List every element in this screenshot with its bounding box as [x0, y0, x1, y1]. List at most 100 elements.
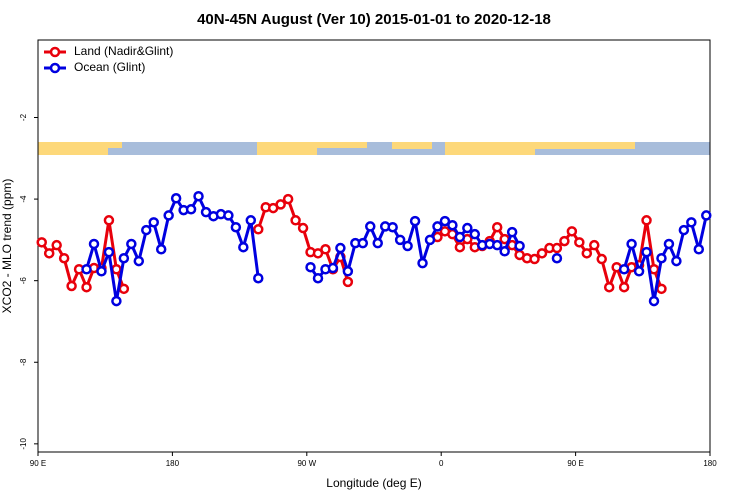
point	[305, 261, 316, 273]
point	[536, 248, 548, 259]
point	[491, 239, 503, 251]
point	[626, 238, 637, 250]
x-tick-label: 180	[166, 459, 180, 468]
point	[402, 240, 413, 252]
point	[81, 281, 92, 293]
land-strip	[108, 142, 122, 148]
point	[81, 264, 92, 275]
point	[701, 210, 712, 221]
point	[223, 210, 234, 221]
point	[603, 281, 615, 293]
y-tick-label: -8	[19, 358, 28, 366]
point	[618, 281, 630, 293]
point	[551, 252, 563, 264]
point	[454, 231, 466, 243]
land-strip	[445, 142, 535, 155]
point	[290, 215, 301, 226]
point	[417, 257, 428, 269]
point	[447, 219, 458, 231]
point	[238, 241, 249, 253]
point	[88, 238, 100, 250]
land-strip	[535, 142, 635, 149]
point	[335, 242, 346, 254]
point	[36, 237, 47, 248]
point	[96, 266, 107, 277]
y-tick-label: -2	[19, 113, 28, 121]
chart-title: 40N-45N August (Ver 10) 2015-01-01 to 20…	[197, 11, 551, 28]
point	[424, 234, 436, 246]
point	[641, 246, 652, 258]
land-strip	[257, 142, 317, 155]
x-tick-label: 90 E	[30, 459, 46, 468]
point	[245, 215, 257, 226]
point	[462, 222, 473, 234]
point	[641, 215, 652, 226]
point	[312, 248, 324, 259]
point	[185, 204, 197, 215]
point	[409, 215, 421, 227]
point	[141, 224, 152, 236]
point	[193, 190, 204, 202]
land-strip	[317, 142, 367, 148]
land-strip	[392, 142, 432, 149]
point	[163, 210, 174, 221]
point	[491, 221, 503, 233]
land-mask	[38, 142, 710, 155]
point	[126, 238, 137, 250]
point	[648, 264, 660, 275]
point	[678, 224, 690, 236]
point	[253, 272, 264, 284]
point	[118, 252, 130, 264]
point	[342, 276, 354, 288]
point	[499, 246, 510, 257]
point	[111, 295, 122, 307]
point	[656, 283, 667, 295]
point	[133, 255, 145, 267]
point	[551, 242, 563, 254]
point	[66, 280, 77, 292]
point	[58, 252, 70, 264]
point	[589, 239, 600, 251]
point	[581, 248, 593, 259]
point	[275, 199, 286, 210]
point	[282, 193, 294, 205]
x-tick-label: 0	[439, 459, 444, 468]
point	[529, 253, 540, 265]
point	[506, 226, 518, 238]
point	[148, 217, 159, 228]
point	[693, 244, 705, 255]
point	[170, 193, 182, 204]
point	[372, 237, 383, 249]
point	[566, 226, 578, 237]
point	[469, 228, 481, 240]
x-tick-label: 90 E	[567, 459, 583, 468]
point	[559, 235, 570, 247]
x-tick-label: 180	[703, 459, 717, 468]
point	[342, 266, 354, 277]
point	[648, 295, 660, 307]
point	[439, 215, 451, 227]
point	[454, 241, 466, 253]
point	[103, 246, 115, 258]
point	[155, 244, 167, 255]
x-axis-label: Longitude (deg E)	[326, 476, 421, 490]
y-tick-label: -6	[19, 277, 28, 285]
point	[596, 253, 607, 265]
point	[320, 244, 331, 255]
legend-label: Ocean (Glint)	[74, 60, 145, 74]
y-tick-label: -10	[19, 438, 28, 450]
x-tick-label: 90 W	[297, 459, 316, 468]
point	[327, 262, 339, 274]
series	[36, 193, 667, 295]
point	[230, 221, 242, 233]
point	[671, 255, 682, 267]
legend-label: Land (Nadir&Glint)	[74, 44, 173, 58]
point	[387, 221, 398, 233]
point	[514, 240, 525, 252]
point	[656, 252, 667, 264]
series	[81, 190, 712, 307]
point	[297, 222, 309, 234]
y-axis-label: XCO2 - MLO trend (ppm)	[0, 179, 14, 314]
point	[394, 234, 406, 246]
